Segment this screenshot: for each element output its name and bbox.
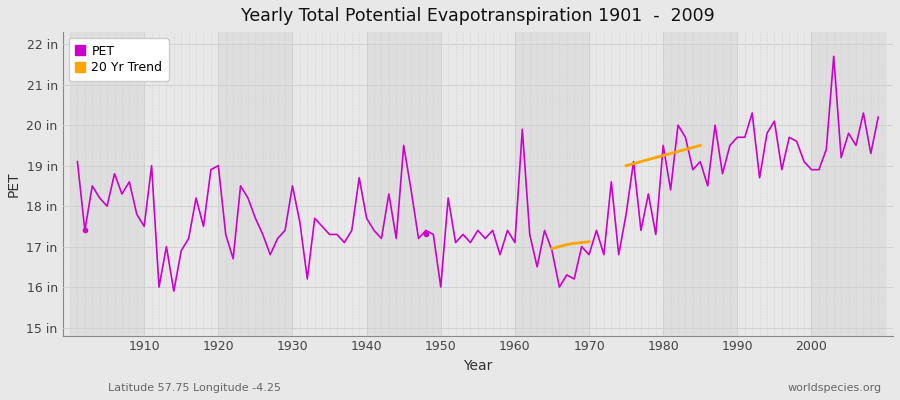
Bar bbox=[219, 32, 292, 336]
Legend: PET, 20 Yr Trend: PET, 20 Yr Trend bbox=[69, 38, 168, 80]
Bar bbox=[441, 32, 515, 336]
Bar bbox=[737, 32, 812, 336]
X-axis label: Year: Year bbox=[464, 359, 492, 373]
Bar bbox=[144, 32, 219, 336]
Title: Yearly Total Potential Evapotranspiration 1901  -  2009: Yearly Total Potential Evapotranspiratio… bbox=[241, 7, 715, 25]
Bar bbox=[812, 32, 886, 336]
Bar bbox=[292, 32, 366, 336]
Bar bbox=[70, 32, 144, 336]
Y-axis label: PET: PET bbox=[7, 171, 21, 197]
Bar bbox=[366, 32, 441, 336]
Bar bbox=[663, 32, 737, 336]
Text: Latitude 57.75 Longitude -4.25: Latitude 57.75 Longitude -4.25 bbox=[108, 383, 281, 393]
Text: worldspecies.org: worldspecies.org bbox=[788, 383, 882, 393]
Bar bbox=[590, 32, 663, 336]
Bar bbox=[886, 32, 900, 336]
Bar bbox=[515, 32, 590, 336]
